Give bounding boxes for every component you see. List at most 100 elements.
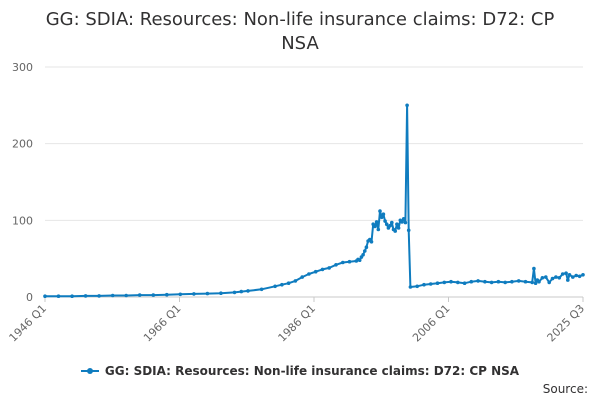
data-point[interactable] bbox=[383, 219, 387, 223]
data-point[interactable] bbox=[280, 282, 284, 287]
data-point[interactable] bbox=[300, 275, 305, 279]
x-tick-label: 1966 Q1 bbox=[141, 302, 184, 345]
y-tick-label: 100 bbox=[12, 214, 33, 227]
data-point[interactable] bbox=[381, 212, 386, 216]
data-point[interactable] bbox=[396, 226, 401, 230]
data-point[interactable] bbox=[462, 281, 467, 286]
data-point[interactable] bbox=[449, 279, 453, 284]
data-point[interactable] bbox=[564, 271, 568, 276]
data-point[interactable] bbox=[544, 275, 548, 279]
data-point[interactable] bbox=[313, 269, 318, 274]
data-point[interactable] bbox=[165, 292, 169, 297]
data-point[interactable] bbox=[259, 287, 264, 292]
data-point[interactable] bbox=[384, 222, 389, 226]
data-point[interactable] bbox=[83, 294, 88, 298]
data-point[interactable] bbox=[483, 279, 487, 284]
data-point[interactable] bbox=[307, 272, 311, 276]
data-point[interactable] bbox=[70, 294, 74, 299]
data-point[interactable] bbox=[219, 291, 223, 296]
data-point[interactable] bbox=[97, 294, 101, 298]
data-point[interactable] bbox=[378, 209, 382, 213]
data-point[interactable] bbox=[428, 282, 433, 286]
source-label: Source: bbox=[542, 382, 588, 396]
data-point[interactable] bbox=[388, 223, 392, 228]
data-point[interactable] bbox=[403, 220, 408, 225]
data-point[interactable] bbox=[405, 103, 409, 108]
data-point[interactable] bbox=[560, 272, 565, 276]
data-point[interactable] bbox=[390, 220, 394, 225]
data-point[interactable] bbox=[571, 275, 575, 279]
data-point[interactable] bbox=[550, 276, 555, 281]
data-point[interactable] bbox=[577, 274, 582, 279]
data-point[interactable] bbox=[178, 292, 183, 297]
data-point[interactable] bbox=[574, 273, 578, 278]
data-point[interactable] bbox=[334, 263, 338, 267]
data-point[interactable] bbox=[327, 266, 332, 270]
data-point[interactable] bbox=[408, 285, 413, 289]
data-point[interactable] bbox=[567, 273, 572, 277]
data-point[interactable] bbox=[369, 240, 374, 244]
data-point[interactable] bbox=[566, 278, 570, 282]
data-point[interactable] bbox=[43, 294, 47, 299]
data-point[interactable] bbox=[124, 293, 128, 298]
data-point[interactable] bbox=[537, 279, 541, 284]
data-point[interactable] bbox=[554, 275, 558, 279]
data-point[interactable] bbox=[357, 258, 362, 263]
legend-item[interactable]: GG: SDIA: Resources: Non-life insurance … bbox=[80, 364, 520, 378]
data-point[interactable] bbox=[232, 290, 237, 295]
data-point[interactable] bbox=[456, 280, 460, 285]
data-point[interactable] bbox=[286, 281, 291, 286]
data-point[interactable] bbox=[581, 273, 585, 277]
y-tick-label: 0 bbox=[26, 291, 33, 304]
data-point[interactable] bbox=[406, 228, 411, 233]
data-point[interactable] bbox=[435, 281, 440, 286]
data-point[interactable] bbox=[393, 229, 398, 233]
data-point[interactable] bbox=[530, 280, 534, 285]
data-point[interactable] bbox=[400, 220, 404, 224]
data-point[interactable] bbox=[205, 291, 210, 296]
data-point[interactable] bbox=[320, 267, 325, 272]
data-point[interactable] bbox=[363, 249, 367, 253]
data-point[interactable] bbox=[503, 280, 508, 285]
data-point[interactable] bbox=[547, 280, 551, 285]
data-point[interactable] bbox=[489, 280, 494, 285]
y-axis: 0 100 200 300 bbox=[12, 61, 33, 304]
data-point[interactable] bbox=[401, 217, 406, 221]
data-point[interactable] bbox=[273, 284, 277, 289]
series-line bbox=[45, 104, 584, 298]
data-point[interactable] bbox=[442, 280, 447, 285]
data-point[interactable] bbox=[557, 276, 562, 280]
legend[interactable]: GG: SDIA: Resources: Non-life insurance … bbox=[0, 364, 600, 380]
data-point[interactable] bbox=[246, 289, 250, 293]
data-point[interactable] bbox=[192, 292, 196, 296]
data-point[interactable] bbox=[293, 279, 298, 283]
data-point[interactable] bbox=[364, 245, 369, 249]
data-point[interactable] bbox=[510, 279, 514, 284]
data-point[interactable] bbox=[540, 276, 545, 280]
data-point[interactable] bbox=[56, 294, 61, 299]
data-point[interactable] bbox=[523, 279, 528, 284]
data-point[interactable] bbox=[379, 215, 384, 220]
data-point[interactable] bbox=[376, 227, 381, 232]
data-point[interactable] bbox=[361, 253, 365, 257]
chart-title-line-1: GG: SDIA: Resources: Non-life insurance … bbox=[45, 9, 555, 30]
data-point[interactable] bbox=[110, 293, 115, 298]
data-point[interactable] bbox=[373, 224, 377, 229]
data-point[interactable] bbox=[347, 259, 352, 264]
data-point[interactable] bbox=[533, 281, 538, 286]
legend-label: GG: SDIA: Resources: Non-life insurance … bbox=[104, 364, 520, 378]
data-point[interactable] bbox=[476, 279, 480, 283]
data-point[interactable] bbox=[422, 282, 426, 287]
data-point[interactable] bbox=[395, 222, 399, 226]
data-point[interactable] bbox=[151, 293, 156, 297]
data-point[interactable] bbox=[469, 279, 474, 284]
data-point[interactable] bbox=[341, 260, 345, 265]
data-point[interactable] bbox=[532, 266, 536, 271]
data-point[interactable] bbox=[374, 220, 379, 224]
data-point[interactable] bbox=[516, 279, 521, 283]
data-point[interactable] bbox=[415, 284, 420, 289]
data-point[interactable] bbox=[137, 293, 142, 297]
data-point[interactable] bbox=[239, 289, 244, 294]
data-point[interactable] bbox=[496, 279, 501, 284]
